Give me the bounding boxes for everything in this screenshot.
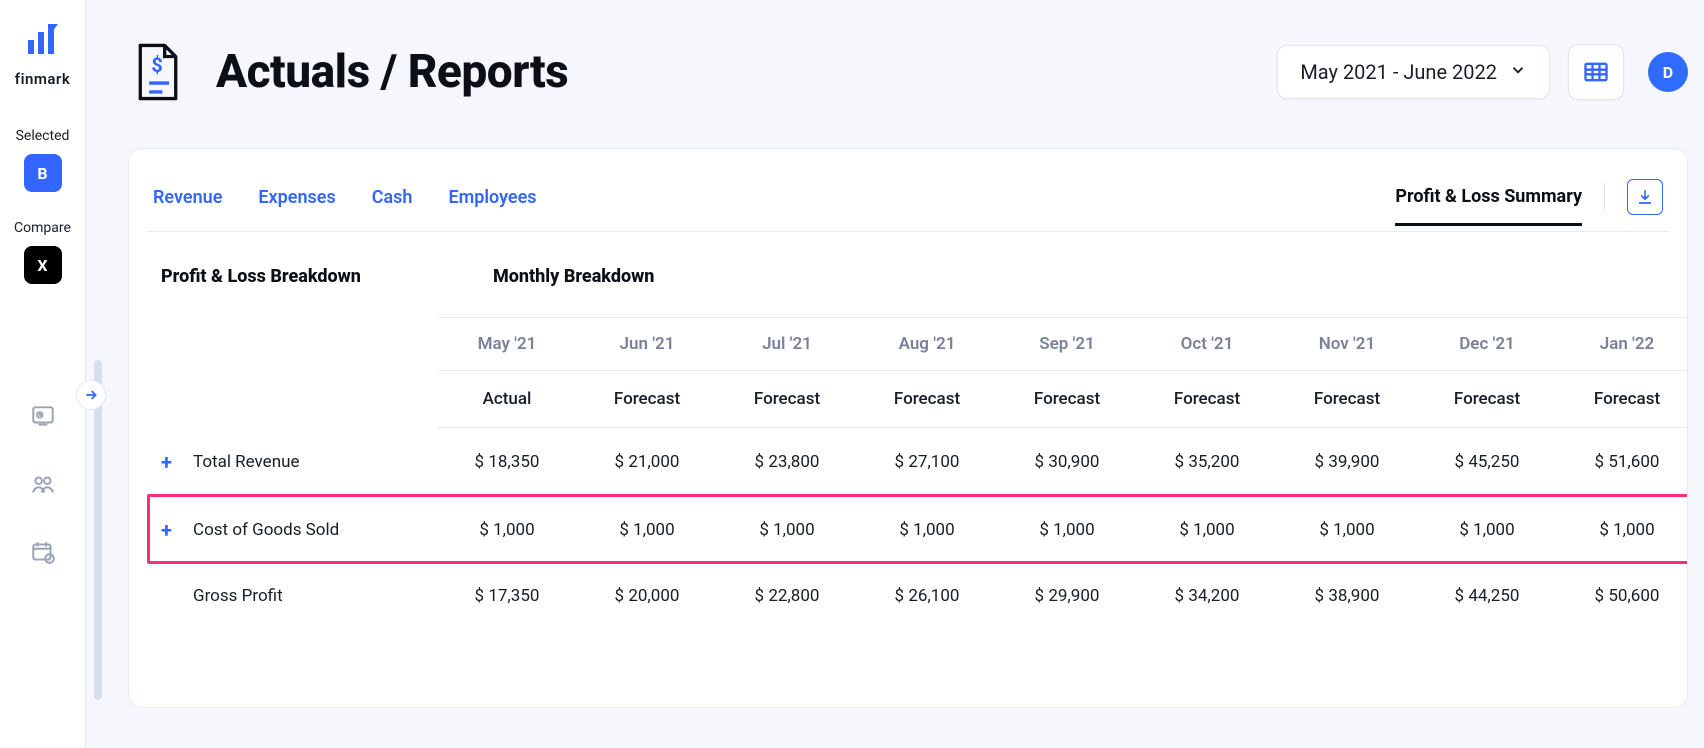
- page-title: Actuals / Reports: [216, 45, 568, 99]
- table-wrap: May '21Jun '21Jul '21Aug '21Sep '21Oct '…: [147, 317, 1669, 628]
- heading-monthly-breakdown: Monthly Breakdown: [493, 266, 654, 287]
- cell-value: $ 44,250: [1417, 564, 1557, 628]
- cell-value: $ 23,800: [717, 428, 857, 496]
- row-label: Gross Profit: [193, 586, 283, 606]
- brand-name: finmark: [15, 70, 71, 88]
- tab-profit-loss-summary[interactable]: Profit & Loss Summary: [1395, 186, 1582, 226]
- cell-value: $ 39,900: [1277, 428, 1417, 496]
- cell-value: $ 26,100: [857, 564, 997, 628]
- sidebar-nav-dashboard-icon[interactable]: [23, 396, 63, 436]
- cell-value: $ 1,000: [1417, 496, 1557, 564]
- column-header-type: Forecast: [717, 371, 857, 428]
- cell-value: $ 34,200: [1137, 564, 1277, 628]
- sidebar-selected-badge[interactable]: B: [24, 154, 62, 192]
- sidebar-compare-badge[interactable]: X: [24, 246, 62, 284]
- cell-value: $ 1,000: [717, 496, 857, 564]
- sidebar: finmark Selected B Compare X $: [0, 0, 86, 748]
- cell-value: $ 1,000: [997, 496, 1137, 564]
- cell-value: $ 1,000: [1557, 496, 1688, 564]
- sidebar-nav-calendar-money-icon[interactable]: $: [23, 532, 63, 572]
- cell-value: $ 1,000: [577, 496, 717, 564]
- sidebar-compare-label: Compare: [14, 220, 71, 236]
- section-headings: Profit & Loss Breakdown Monthly Breakdow…: [147, 266, 1669, 287]
- column-header-type: Forecast: [857, 371, 997, 428]
- expand-icon[interactable]: +: [161, 450, 179, 474]
- report-card: Revenue Expenses Cash Employees Profit & Lo…: [128, 148, 1688, 708]
- column-header-type: Forecast: [1277, 371, 1417, 428]
- column-header-month: Jun '21: [577, 318, 717, 371]
- row-label: Total Revenue: [193, 452, 299, 472]
- tab-employees[interactable]: Employees: [448, 187, 536, 208]
- download-button[interactable]: [1627, 179, 1663, 215]
- page-icon: $: [128, 40, 188, 104]
- tabs-row: Revenue Expenses Cash Employees Profit & Lo…: [147, 179, 1669, 232]
- column-header-month: Sep '21: [997, 318, 1137, 371]
- tab-revenue[interactable]: Revenue: [153, 187, 222, 208]
- column-header-month: May '21: [437, 318, 577, 371]
- cell-value: $ 18,350: [437, 428, 577, 496]
- cell-value: $ 35,200: [1137, 428, 1277, 496]
- table-row: +Cost of Goods Sold$ 1,000$ 1,000$ 1,000…: [147, 496, 1688, 564]
- table-row: Gross Profit $ 17,350$ 20,000$ 22,800$ 26…: [147, 564, 1688, 628]
- cell-value: $ 50,600: [1557, 564, 1688, 628]
- column-header-month: Jan '22: [1557, 318, 1688, 371]
- column-header-month: Dec '21: [1417, 318, 1557, 371]
- table-row: +Total Revenue$ 18,350$ 21,000$ 23,800$ …: [147, 428, 1688, 496]
- brand-logo: finmark: [15, 20, 71, 88]
- date-range-value: May 2021 - June 2022: [1300, 60, 1497, 84]
- tab-expenses[interactable]: Expenses: [258, 187, 335, 208]
- column-header-month: Nov '21: [1277, 318, 1417, 371]
- cell-value: $ 27,100: [857, 428, 997, 496]
- sidebar-collapse-toggle[interactable]: [76, 380, 106, 410]
- cell-value: $ 21,000: [577, 428, 717, 496]
- table-view-button[interactable]: [1568, 44, 1624, 100]
- expand-icon[interactable]: +: [161, 518, 179, 542]
- cell-value: $ 1,000: [437, 496, 577, 564]
- date-range-picker[interactable]: May 2021 - June 2022: [1277, 45, 1550, 99]
- logo-icon: [22, 20, 62, 64]
- column-header-type: Forecast: [1417, 371, 1557, 428]
- pl-table: May '21Jun '21Jul '21Aug '21Sep '21Oct '…: [147, 317, 1688, 628]
- sidebar-nav-people-icon[interactable]: [23, 464, 63, 504]
- row-label: Cost of Goods Sold: [193, 520, 339, 540]
- cell-value: $ 30,900: [997, 428, 1137, 496]
- cell-value: $ 17,350: [437, 564, 577, 628]
- cell-value: $ 1,000: [1137, 496, 1277, 564]
- cell-value: $ 1,000: [1277, 496, 1417, 564]
- column-header-month: Aug '21: [857, 318, 997, 371]
- page-header: $ Actuals / Reports May 2021 - June 2022: [128, 40, 1688, 104]
- user-avatar[interactable]: D: [1648, 52, 1688, 92]
- cell-value: $ 22,800: [717, 564, 857, 628]
- column-header-type: Forecast: [997, 371, 1137, 428]
- heading-pl-breakdown: Profit & Loss Breakdown: [161, 266, 433, 287]
- sidebar-selected-label: Selected: [16, 128, 70, 144]
- column-header-type: Forecast: [577, 371, 717, 428]
- main-area: $ Actuals / Reports May 2021 - June 2022: [116, 0, 1704, 748]
- cell-value: $ 51,600: [1557, 428, 1688, 496]
- cell-value: $ 29,900: [997, 564, 1137, 628]
- svg-text:$: $: [151, 54, 162, 77]
- scrollbar-track: [94, 360, 102, 700]
- tab-cash[interactable]: Cash: [372, 187, 413, 208]
- cell-value: $ 20,000: [577, 564, 717, 628]
- chevron-down-icon: [1509, 60, 1527, 84]
- column-header-month: Oct '21: [1137, 318, 1277, 371]
- column-header-type: Forecast: [1137, 371, 1277, 428]
- cell-value: $ 1,000: [857, 496, 997, 564]
- column-header-type: Actual: [437, 371, 577, 428]
- divider: [1604, 183, 1605, 211]
- cell-value: $ 38,900: [1277, 564, 1417, 628]
- svg-text:$: $: [47, 556, 50, 563]
- column-header-month: Jul '21: [717, 318, 857, 371]
- cell-value: $ 45,250: [1417, 428, 1557, 496]
- column-header-type: Forecast: [1557, 371, 1688, 428]
